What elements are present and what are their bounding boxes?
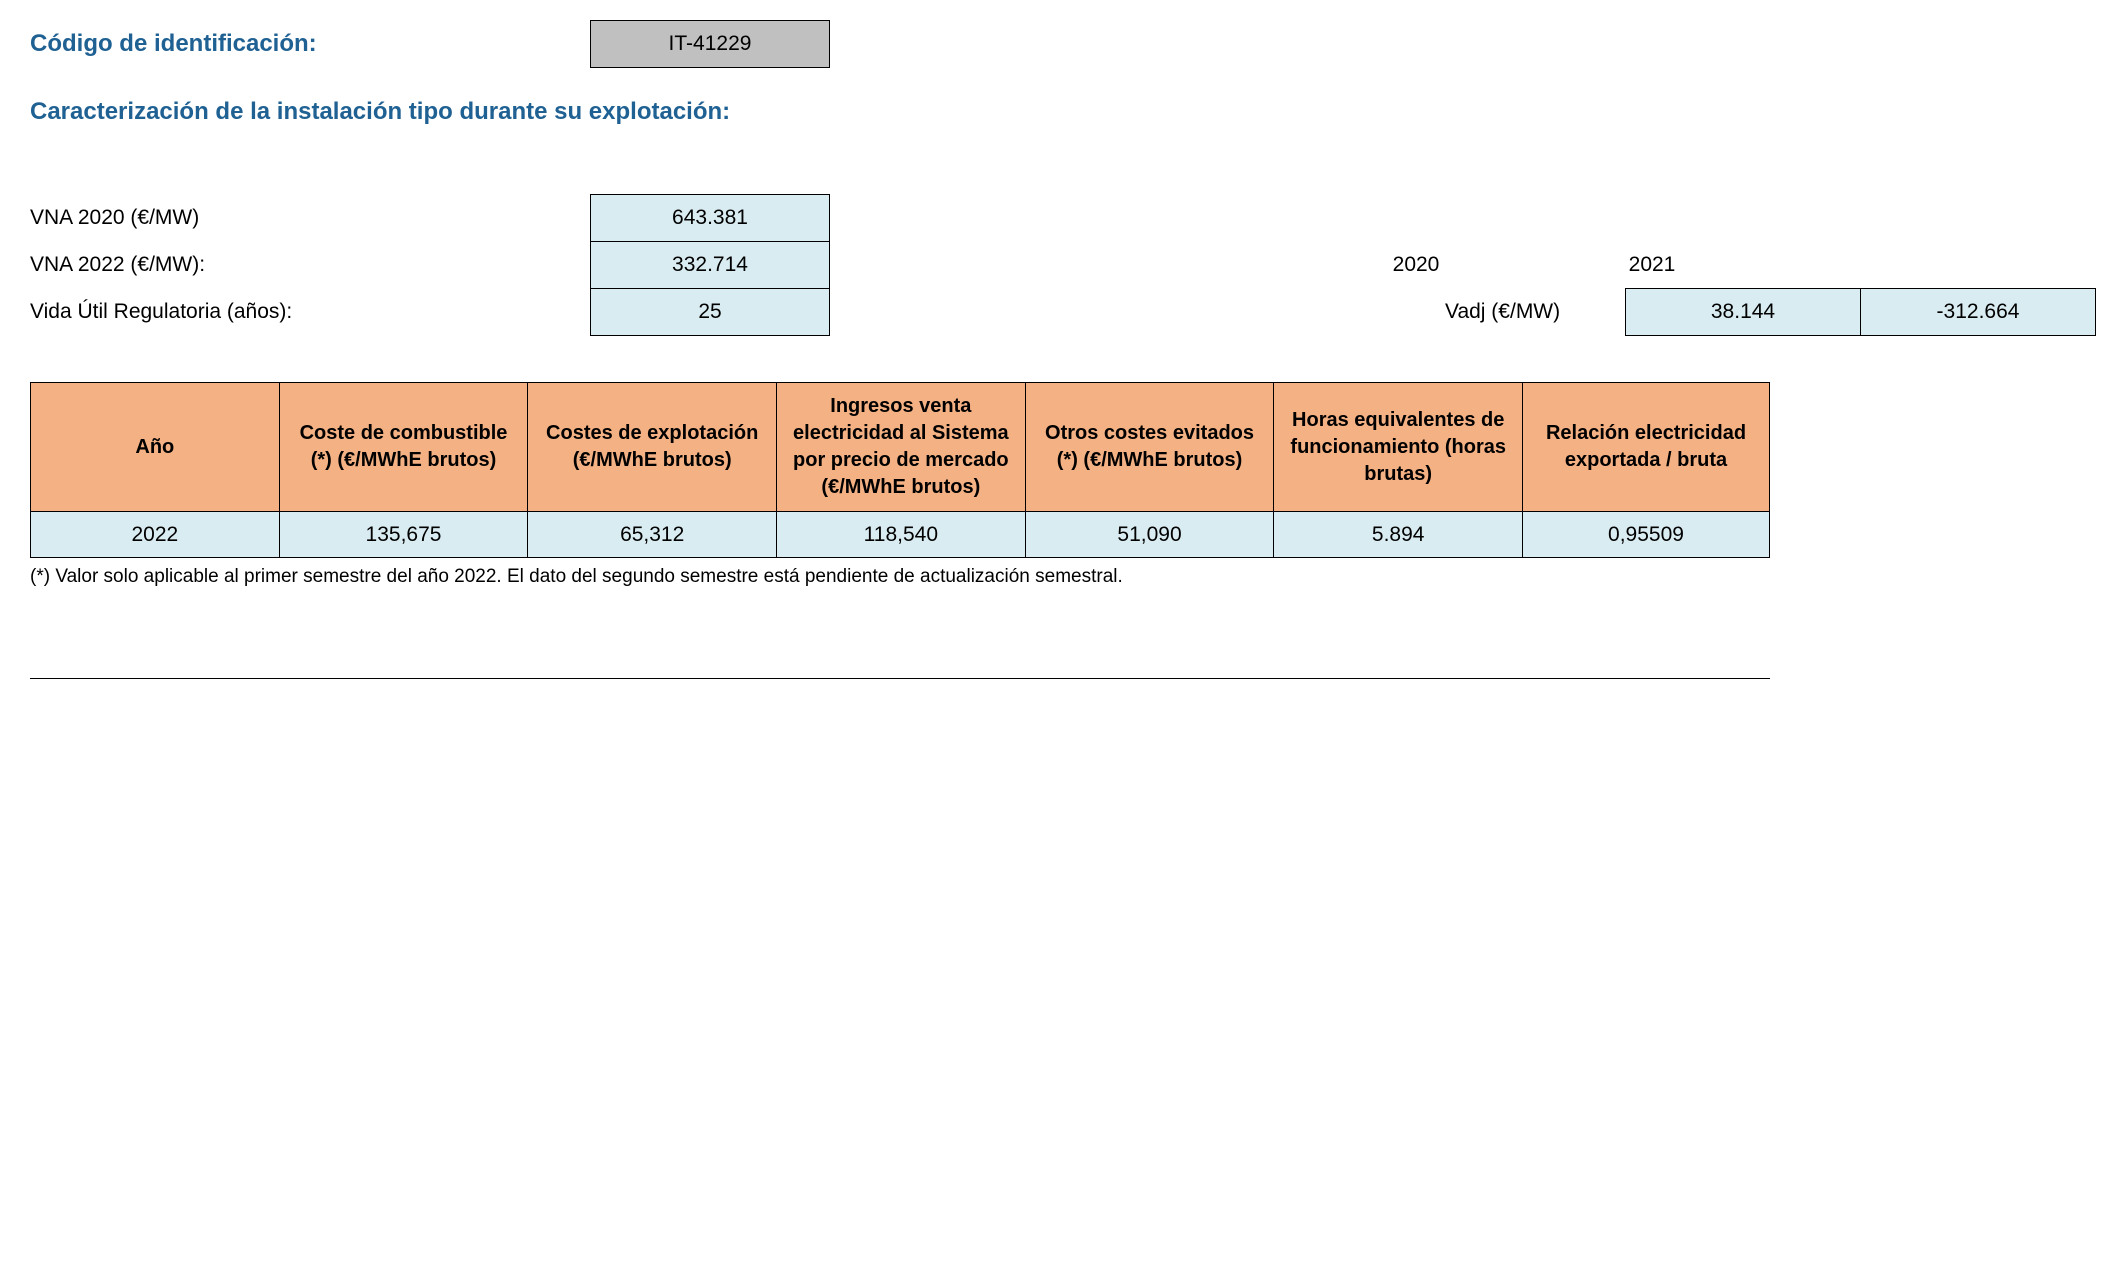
- table-footnote: (*) Valor solo aplicable al primer semes…: [30, 566, 2096, 588]
- vna2022-value: 332.714: [590, 241, 830, 289]
- code-id-row: Código de identificación: IT-41229: [30, 20, 2096, 68]
- divider-line: [30, 678, 1770, 679]
- vna2022-row: VNA 2022 (€/MW): 332.714 . 2020 2021: [30, 241, 2096, 288]
- vadj-2021-value: -312.664: [1860, 288, 2096, 336]
- year-2021-header: 2021: [1534, 253, 1770, 277]
- col-income-header: Ingresos venta electricidad al Sistema p…: [777, 383, 1026, 512]
- vadj-group: Vadj (€/MW) 38.144 -312.664: [1445, 288, 2096, 336]
- vna2020-row: VNA 2020 (€/MW) 643.381: [30, 194, 2096, 241]
- cell-avoided-cost: 51,090: [1025, 512, 1274, 558]
- vida-util-value: 25: [590, 288, 830, 336]
- col-year-header: Año: [31, 383, 280, 512]
- cell-hours: 5.894: [1274, 512, 1523, 558]
- vna2022-label: VNA 2022 (€/MW):: [30, 253, 590, 277]
- col-exploitation-cost-header: Costes de explotación (€/MWhE brutos): [528, 383, 777, 512]
- vadj-2020-value: 38.144: [1625, 288, 1861, 336]
- vadj-label: Vadj (€/MW): [1445, 300, 1625, 324]
- year-headers: . 2020 2021: [1118, 253, 1770, 277]
- vna2020-value: 643.381: [590, 194, 830, 242]
- col-ratio-header: Relación electricidad exportada / bruta: [1523, 383, 1770, 512]
- cell-ratio: 0,95509: [1523, 512, 1770, 558]
- col-fuel-cost-header: Coste de combustible (*) (€/MWhE brutos): [279, 383, 528, 512]
- costs-table: Año Coste de combustible (*) (€/MWhE bru…: [30, 382, 1770, 558]
- code-id-value: IT-41229: [590, 20, 830, 68]
- cell-exploitation-cost: 65,312: [528, 512, 777, 558]
- characterization-title: Caracterización de la instalación tipo d…: [30, 98, 2096, 126]
- col-hours-header: Horas equivalentes de funcionamiento (ho…: [1274, 383, 1523, 512]
- cell-fuel-cost: 135,675: [279, 512, 528, 558]
- code-id-label: Código de identificación:: [30, 30, 590, 58]
- col-avoided-cost-header: Otros costes evitados (*) (€/MWhE brutos…: [1025, 383, 1274, 512]
- cell-year: 2022: [31, 512, 280, 558]
- vna2020-label: VNA 2020 (€/MW): [30, 206, 590, 230]
- year-2020-header: 2020: [1298, 253, 1534, 277]
- vida-util-row: Vida Útil Regulatoria (años): 25 Vadj (€…: [30, 288, 2096, 336]
- vida-util-label: Vida Útil Regulatoria (años):: [30, 300, 590, 324]
- table-header-row: Año Coste de combustible (*) (€/MWhE bru…: [31, 383, 1770, 512]
- cell-income: 118,540: [777, 512, 1026, 558]
- table-row: 2022 135,675 65,312 118,540 51,090 5.894…: [31, 512, 1770, 558]
